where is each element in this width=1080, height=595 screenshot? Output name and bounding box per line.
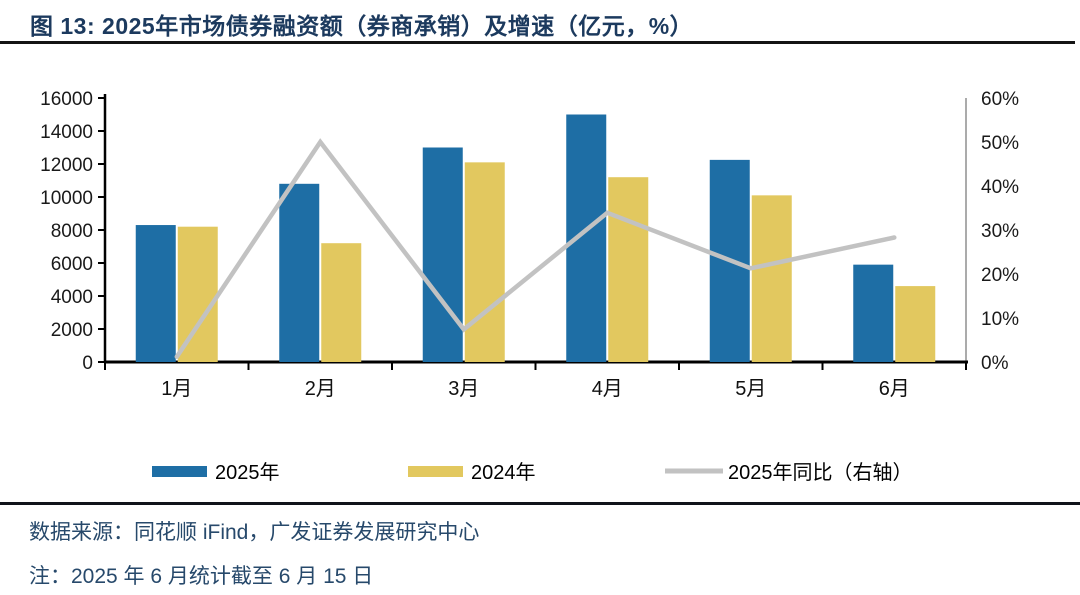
footer-divider <box>0 502 1080 505</box>
footnote-text: 注：2025 年 6 月统计截至 6 月 15 日 <box>29 565 374 588</box>
bar-2025-month-4 <box>566 114 607 362</box>
legend-label-2024: 2024年 <box>471 461 536 484</box>
y-axis-right-label: 60% <box>981 89 1019 110</box>
bar-2024-month-3 <box>464 162 505 362</box>
x-axis-label: 5月 <box>735 378 766 400</box>
legend-label-yoy: 2025年同比（右轴） <box>728 461 913 484</box>
yoy-line <box>174 138 897 359</box>
figure-title: 图 13: 2025年市场债券融资额（券商承销）及增速（亿元，%） <box>30 13 694 39</box>
x-axis-label: 4月 <box>592 378 623 400</box>
legend-swatch-2024 <box>408 466 463 477</box>
y-axis-right-label: 0% <box>981 353 1009 374</box>
bar-2025-month-6 <box>853 264 894 362</box>
x-axis-label: 1月 <box>161 378 192 400</box>
data-source-text: 数据来源：同花顺 iFind，广发证券发展研究中心 <box>29 521 480 544</box>
bar-2025-month-3 <box>422 147 463 362</box>
x-axis-label: 3月 <box>448 378 479 400</box>
bar-2024-month-5 <box>751 195 792 362</box>
y-axis-left-label: 8000 <box>51 221 93 242</box>
y-axis-left-label: 0 <box>82 353 93 374</box>
bar-2024-month-1 <box>177 226 218 362</box>
bond-financing-chart: 0 2000 4000 6000 8000 10000 12000 14000 16000 0% 1… <box>40 89 1019 484</box>
y-axis-right-label: 50% <box>981 133 1019 154</box>
x-axis-label: 6月 <box>879 378 910 400</box>
title-underline <box>0 41 1075 44</box>
x-axis-label: 2月 <box>305 378 336 400</box>
y-axis-right-label: 20% <box>981 265 1019 286</box>
y-axis-left-label: 16000 <box>40 89 93 110</box>
legend-label-2025: 2025年 <box>215 461 280 484</box>
y-axis-left-label: 4000 <box>51 287 93 308</box>
y-axis-left-label: 10000 <box>40 188 93 209</box>
y-axis-right-label: 30% <box>981 221 1019 242</box>
bar-2024-month-2 <box>321 243 362 362</box>
bar-2024-month-4 <box>608 177 649 362</box>
bar-2025-month-2 <box>279 183 320 362</box>
bar-2025-month-1 <box>135 225 176 362</box>
y-axis-left-label: 2000 <box>51 320 93 341</box>
y-axis-left-label: 6000 <box>51 254 93 275</box>
y-axis-left-label: 12000 <box>40 155 93 176</box>
legend-swatch-2025 <box>152 466 207 477</box>
bar-2024-month-6 <box>895 286 936 362</box>
y-axis-right-label: 10% <box>981 309 1019 330</box>
y-axis-right-label: 40% <box>981 177 1019 198</box>
y-axis-left-label: 14000 <box>40 122 93 143</box>
